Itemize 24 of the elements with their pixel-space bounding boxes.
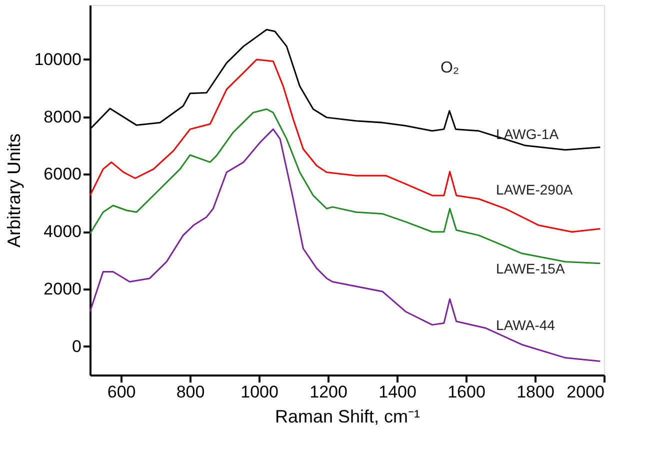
x-axis-title: Raman Shift, cm⁻¹ — [274, 406, 420, 426]
x-tick-label: 800 — [176, 382, 205, 402]
y-axis-title: Arbitrary Units — [4, 133, 24, 248]
x-tick-label: 2000 — [566, 382, 604, 402]
y-tick-label: 10000 — [34, 50, 82, 69]
series-label: LAWE-290A — [496, 182, 574, 198]
y-tick-label: 4000 — [44, 222, 82, 242]
y-tick-label: 0 — [72, 336, 82, 356]
line-series — [89, 108, 601, 264]
y-tick-label: 6000 — [44, 164, 82, 184]
x-tick-label: 1000 — [240, 382, 278, 402]
x-tick-label: 600 — [107, 382, 136, 402]
series-label: LAWG-1A — [496, 126, 560, 142]
y-tick-label: 2000 — [44, 279, 82, 298]
x-tick-label: 1600 — [448, 382, 486, 402]
x-tick-label: 1200 — [310, 382, 348, 402]
annotation: O₂ — [440, 59, 460, 76]
y-tick-label: 8000 — [44, 107, 82, 126]
x-tick-label: 1800 — [516, 382, 554, 402]
line-series — [89, 58, 601, 233]
series-label: LAWE-15A — [496, 260, 566, 276]
series-label: LAWA-44 — [496, 316, 556, 333]
line-series — [89, 128, 601, 362]
x-tick-label: 1400 — [378, 382, 416, 402]
